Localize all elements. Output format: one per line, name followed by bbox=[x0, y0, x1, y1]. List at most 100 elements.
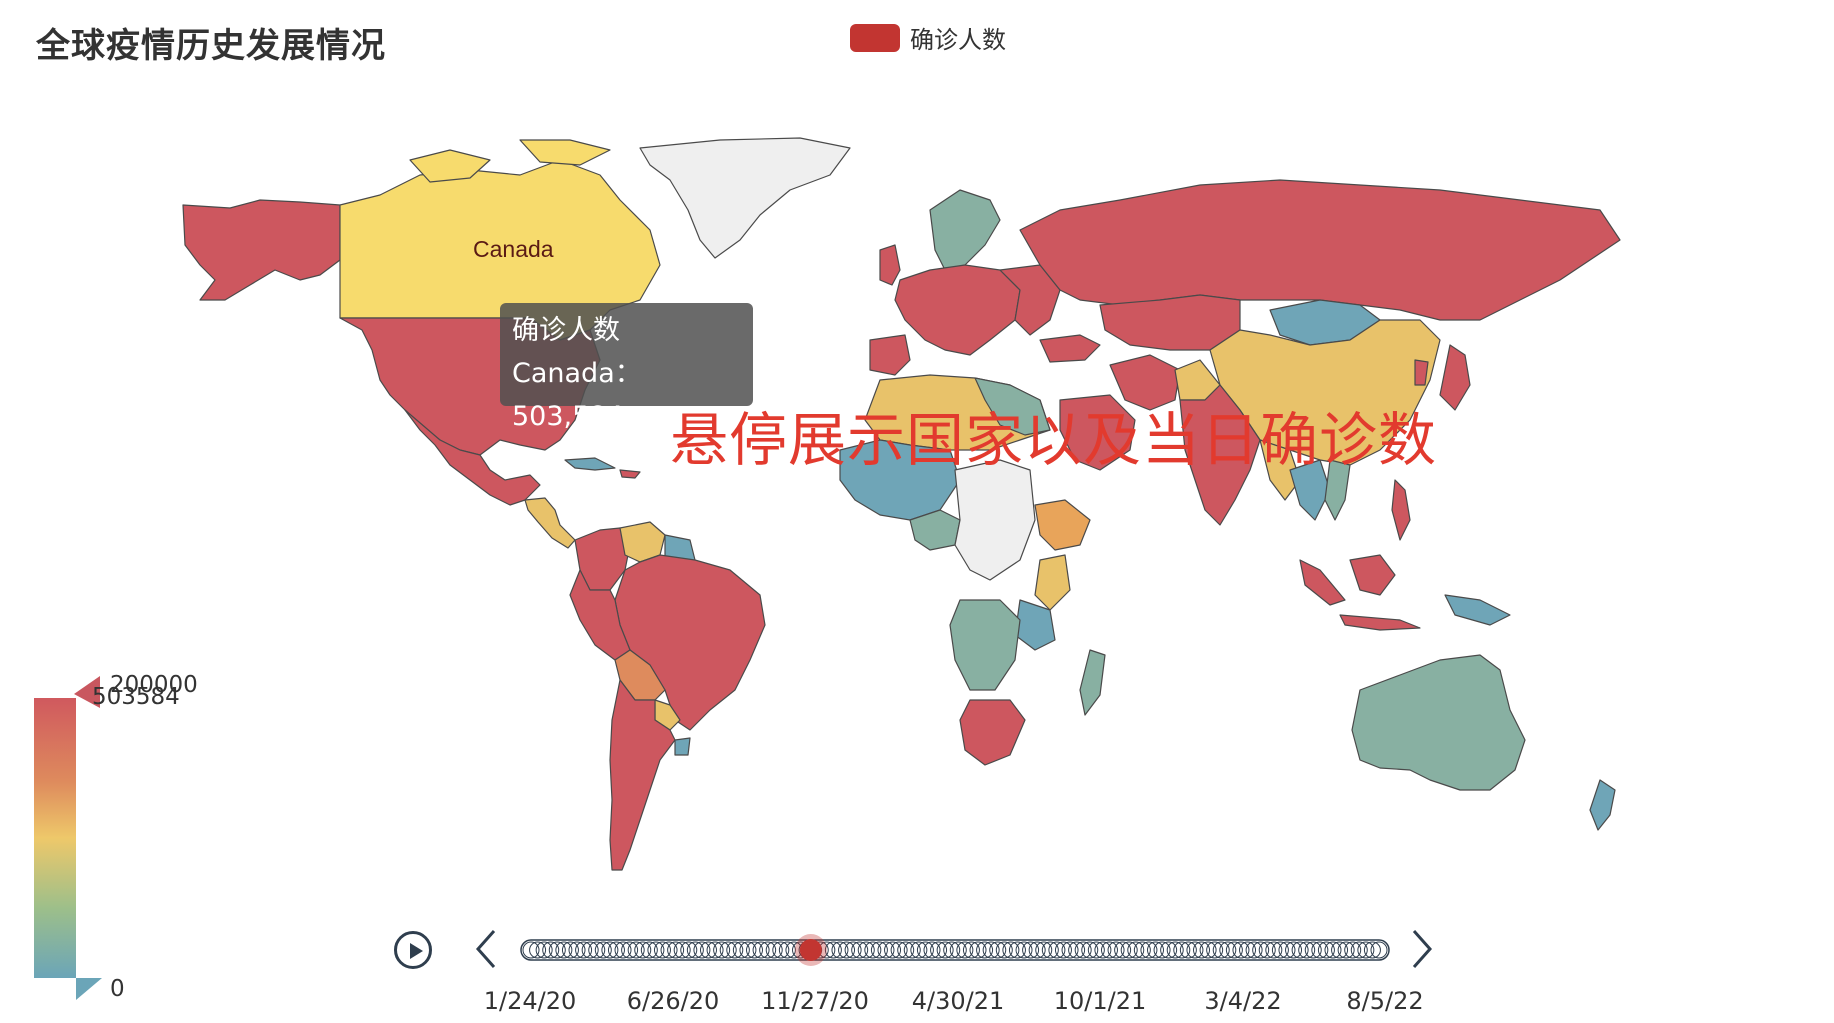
legend-swatch[interactable] bbox=[850, 23, 900, 52]
timeline[interactable]: 1/24/20 6/26/20 11/27/20 4/30/21 10/1/21 3/4/… bbox=[390, 925, 1450, 1015]
country-central-america bbox=[524, 497, 576, 549]
timeline-tick bbox=[1212, 941, 1230, 959]
timeline-tick bbox=[956, 941, 974, 959]
timeline-tick bbox=[653, 941, 671, 959]
timeline-tick bbox=[923, 941, 941, 959]
timeline-tick bbox=[870, 941, 888, 959]
timeline-tick bbox=[1140, 941, 1158, 959]
timeline-tick bbox=[1048, 941, 1066, 959]
play-button[interactable] bbox=[394, 931, 432, 969]
timeline-prev-icon[interactable] bbox=[474, 929, 498, 969]
timeline-tick bbox=[667, 941, 685, 959]
timeline-tick bbox=[1028, 941, 1046, 959]
timeline-tick bbox=[1370, 941, 1388, 959]
timeline-tick bbox=[1271, 941, 1289, 959]
timeline-label[interactable]: 8/5/22 bbox=[1346, 987, 1424, 1015]
timeline-label[interactable]: 3/4/22 bbox=[1204, 987, 1282, 1015]
timeline-tick bbox=[634, 941, 652, 959]
timeline-tick bbox=[1179, 941, 1197, 959]
country-greenland bbox=[639, 137, 851, 259]
timeline-tick bbox=[949, 941, 967, 959]
country-uruguay bbox=[674, 737, 691, 756]
tooltip-value: Canada：503,584 bbox=[512, 358, 642, 432]
visual-map-max-handle[interactable] bbox=[74, 676, 100, 708]
country-vietnam bbox=[1324, 459, 1351, 521]
timeline-tick bbox=[962, 941, 980, 959]
timeline-tick bbox=[1331, 941, 1349, 959]
timeline-tick bbox=[726, 941, 744, 959]
timeline-tick bbox=[772, 941, 790, 959]
country-australia bbox=[1351, 654, 1526, 791]
timeline-tick bbox=[1041, 941, 1059, 959]
timeline-track[interactable] bbox=[520, 934, 1390, 966]
timeline-label[interactable]: 4/30/21 bbox=[911, 987, 1005, 1015]
timeline-tick bbox=[588, 941, 606, 959]
timeline-tick bbox=[752, 941, 770, 959]
visual-map-min-handle[interactable] bbox=[76, 978, 102, 1000]
timeline-tick bbox=[535, 941, 553, 959]
timeline-tick bbox=[1061, 941, 1079, 959]
country-mexico bbox=[404, 409, 541, 506]
timeline-tick bbox=[982, 941, 1000, 959]
timeline-tick bbox=[739, 941, 757, 959]
timeline-tick bbox=[851, 941, 869, 959]
timeline-tick bbox=[1304, 941, 1322, 959]
timeline-tick bbox=[1258, 941, 1276, 959]
country-india bbox=[1179, 384, 1261, 526]
country-canada-islands bbox=[409, 149, 491, 183]
timeline-tick bbox=[838, 941, 856, 959]
timeline-tick bbox=[1127, 941, 1145, 959]
country-uk bbox=[879, 244, 901, 286]
timeline-tick bbox=[1219, 941, 1237, 959]
timeline-tick bbox=[1363, 941, 1381, 959]
timeline-tick bbox=[1265, 941, 1283, 959]
visual-map-gradient[interactable] bbox=[34, 698, 76, 978]
timeline-tick bbox=[765, 941, 783, 959]
timeline-tick bbox=[1350, 941, 1368, 959]
timeline-tick bbox=[910, 941, 928, 959]
timeline-tick bbox=[1120, 941, 1138, 959]
timeline-tick bbox=[1311, 941, 1329, 959]
timeline-label[interactable]: 6/26/20 bbox=[626, 987, 720, 1015]
timeline-tick bbox=[1166, 941, 1184, 959]
timeline-tick bbox=[824, 941, 842, 959]
timeline-tick bbox=[686, 941, 704, 959]
legend[interactable]: 确诊人数 bbox=[850, 20, 1006, 55]
country-argentina bbox=[609, 679, 676, 871]
timeline-label[interactable]: 10/1/21 bbox=[1053, 987, 1147, 1015]
timeline-labels: 1/24/20 6/26/20 11/27/20 4/30/21 10/1/21 3/4/… bbox=[390, 987, 1450, 1017]
timeline-label[interactable]: 1/24/20 bbox=[483, 987, 577, 1015]
visual-map[interactable]: 200000 503584 0 bbox=[34, 672, 198, 1006]
timeline-tick bbox=[1074, 941, 1092, 959]
country-myanmar bbox=[1259, 439, 1301, 501]
timeline-tick bbox=[542, 941, 560, 959]
legend-label[interactable]: 确诊人数 bbox=[910, 26, 1006, 54]
timeline-tick bbox=[1107, 941, 1125, 959]
timeline-tick bbox=[1285, 941, 1303, 959]
country-java bbox=[1339, 614, 1421, 631]
timeline-tick bbox=[601, 941, 619, 959]
country-saudi bbox=[1059, 394, 1136, 471]
timeline-tick bbox=[759, 941, 777, 959]
timeline-next-icon[interactable] bbox=[1410, 929, 1434, 969]
timeline-tick bbox=[877, 941, 895, 959]
timeline-tick bbox=[1252, 941, 1270, 959]
timeline-tick bbox=[1035, 941, 1053, 959]
timeline-tick bbox=[1344, 941, 1362, 959]
country-turkey bbox=[1039, 334, 1101, 363]
timeline-tick bbox=[1206, 941, 1224, 959]
timeline-tick bbox=[555, 941, 573, 959]
timeline-tick bbox=[607, 941, 625, 959]
timeline-label[interactable]: 11/27/20 bbox=[761, 987, 869, 1015]
timeline-track-bg bbox=[520, 939, 1390, 961]
tooltip: 确诊人数 Canada：503,584 bbox=[500, 303, 753, 432]
timeline-tick bbox=[673, 941, 691, 959]
timeline-tick bbox=[864, 941, 882, 959]
country-alaska bbox=[182, 199, 341, 301]
timeline-tick bbox=[831, 941, 849, 959]
timeline-tick bbox=[1081, 941, 1099, 959]
country-sumatra bbox=[1299, 559, 1346, 606]
timeline-tick bbox=[1133, 941, 1151, 959]
